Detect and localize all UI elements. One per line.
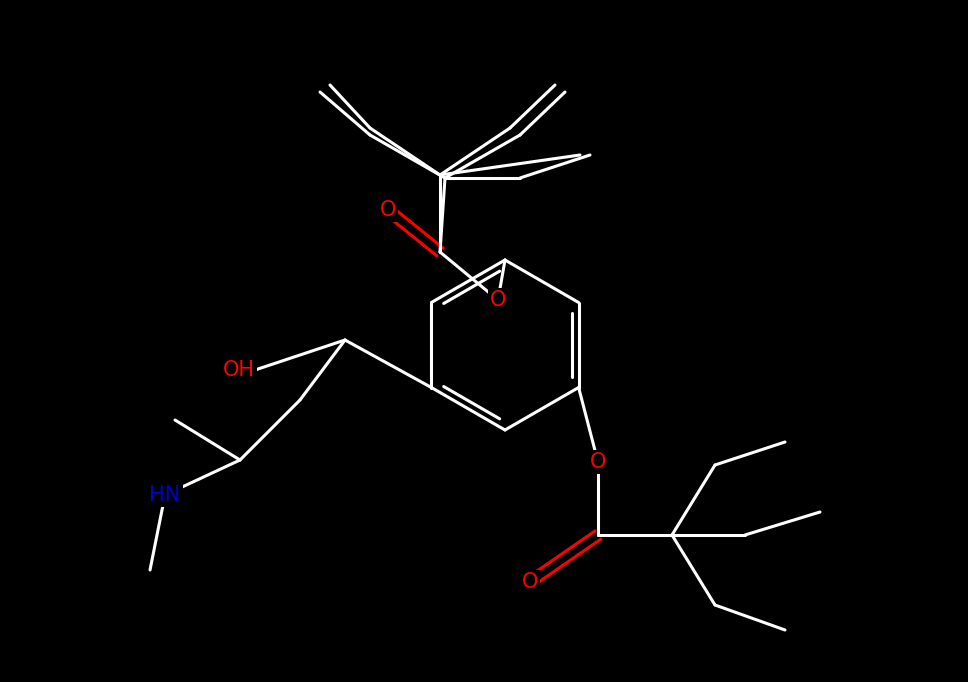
Text: O: O: [590, 452, 606, 472]
Text: O: O: [490, 290, 506, 310]
Text: OH: OH: [223, 360, 255, 380]
Text: HN: HN: [149, 485, 181, 505]
Text: O: O: [522, 572, 538, 592]
Text: O: O: [379, 200, 396, 220]
